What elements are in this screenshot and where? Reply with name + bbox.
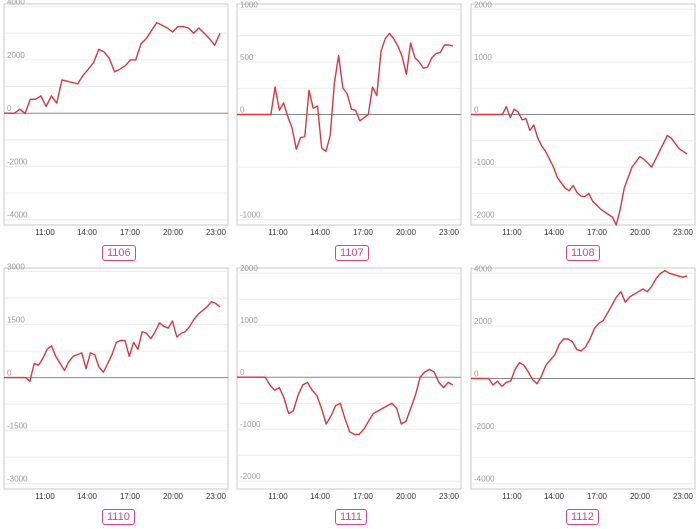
series-line: [237, 32, 454, 153]
y-tick-label: 1500: [7, 316, 25, 325]
y-tick-label: 2000: [474, 317, 492, 326]
y-tick-label: 1000: [474, 53, 492, 62]
x-tick-label: 14:00: [544, 228, 565, 237]
x-tick-label: 11:00: [35, 228, 55, 237]
y-tick-label: -3000: [7, 475, 28, 484]
series-line: [471, 269, 688, 388]
y-tick-label: 0: [474, 370, 479, 379]
y-tick-label: 4000: [474, 264, 492, 273]
y-tick-label: 500: [240, 53, 254, 62]
x-tick-label: 17:00: [353, 492, 374, 501]
x-tick-label: 20:00: [630, 228, 651, 237]
contract-label-1110[interactable]: 1110: [102, 509, 135, 525]
chart-panel-1108: -2000 -1000 0 1000 2000 11:00 14:00 17:00 20:00 2…: [467, 0, 700, 264]
x-tick-label: 17:00: [120, 228, 141, 237]
x-tick-label: 14:00: [77, 228, 98, 237]
y-tick-label: -1000: [240, 211, 261, 220]
x-tick-label: 11:00: [502, 492, 522, 501]
line-chart-1110: -3000 -1500 0 1500 3000 11:00 14:00 17:00 20:00 2…: [3, 263, 229, 501]
y-tick-label: 0: [240, 368, 245, 377]
chart-panel-1111: -2000 -1000 0 1000 2000 11:00 14:00 17:00 20:00 2…: [233, 264, 467, 529]
x-tick-label: 23:00: [206, 228, 227, 237]
y-tick-label: -2000: [7, 157, 28, 166]
x-tick-label: 14:00: [310, 492, 331, 501]
x-tick-label: 23:00: [439, 228, 460, 237]
x-tick-label: 11:00: [268, 492, 288, 501]
contract-label-1106[interactable]: 1106: [102, 245, 136, 261]
plot-frame: [3, 267, 229, 490]
x-tick-label: 23:00: [206, 492, 227, 501]
line-chart-1108: -2000 -1000 0 1000 2000 11:00 14:00 17:00 20:00 2…: [470, 0, 696, 237]
contract-label-1107[interactable]: 1107: [335, 245, 369, 261]
x-tick-label: 20:00: [396, 228, 417, 237]
y-tick-label: 2000: [240, 264, 258, 273]
series-line: [4, 300, 221, 382]
series-line: [4, 21, 221, 115]
x-tick-label: 17:00: [120, 492, 141, 501]
x-tick-label: 20:00: [163, 492, 184, 501]
y-tick-label: 0: [474, 106, 479, 115]
plot-frame: [3, 3, 229, 226]
y-tick-label: 0: [240, 106, 245, 115]
chart-panel-1110: -3000 -1500 0 1500 3000 11:00 14:00 17:00 20:00 2…: [0, 263, 233, 529]
y-tick-label: 2000: [474, 0, 492, 9]
y-tick-label: -2000: [474, 422, 495, 431]
x-tick-label: 14:00: [544, 492, 565, 501]
x-tick-label: 20:00: [163, 228, 184, 237]
x-tick-label: 23:00: [439, 492, 460, 501]
y-tick-label: 4000: [7, 0, 25, 7]
y-tick-label: 0: [7, 104, 12, 113]
x-tick-label: 11:00: [502, 228, 522, 237]
y-tick-label: -2000: [474, 211, 495, 220]
chart-panel-1107: -1000 0 500 1000 11:00 14:00 17:00 20:00 23:00 1…: [233, 0, 467, 264]
y-tick-label: 2000: [7, 51, 25, 60]
x-tick-label: 11:00: [268, 228, 288, 237]
y-tick-label: -1000: [240, 420, 261, 429]
x-tick-label: 17:00: [587, 228, 608, 237]
y-tick-label: 1000: [240, 316, 258, 325]
y-tick-label: 3000: [7, 263, 25, 272]
y-tick-label: -1500: [7, 422, 28, 431]
line-chart-1112: -4000 -2000 0 2000 4000 11:00 14:00 17:00 20:00 2…: [470, 264, 696, 501]
y-tick-label: -1000: [474, 158, 495, 167]
x-tick-label: 17:00: [353, 228, 374, 237]
x-tick-label: 20:00: [630, 492, 651, 501]
series-line: [471, 105, 688, 226]
series-line: [237, 368, 454, 436]
x-tick-label: 20:00: [396, 492, 417, 501]
x-tick-label: 23:00: [673, 492, 694, 501]
line-chart-1106: -4000 -2000 0 2000 4000 11:00 14:00 17:00 20:00 2…: [3, 0, 229, 237]
line-chart-1107: -1000 0 500 1000 11:00 14:00 17:00 20:00 23:00: [236, 0, 462, 237]
y-tick-label: -4000: [7, 211, 28, 220]
x-tick-label: 14:00: [310, 228, 331, 237]
chart-panel-1106: -4000 -2000 0 2000 4000 11:00 14:00 17:00 20:00 2…: [0, 0, 233, 264]
contract-label-1112[interactable]: 1112: [566, 509, 599, 525]
x-tick-label: 23:00: [673, 228, 694, 237]
x-tick-label: 14:00: [77, 492, 98, 501]
x-tick-label: 17:00: [587, 492, 608, 501]
y-tick-label: 0: [7, 369, 12, 378]
line-chart-1111: -2000 -1000 0 1000 2000 11:00 14:00 17:00 20:00 2…: [236, 264, 462, 501]
plot-frame: [236, 267, 462, 490]
contract-label-1108[interactable]: 1108: [566, 245, 600, 261]
y-tick-label: 1000: [240, 0, 258, 9]
contract-label-1111[interactable]: 1111: [335, 509, 368, 525]
y-tick-label: -4000: [474, 475, 495, 484]
y-tick-label: -2000: [240, 472, 261, 481]
chart-panel-1112: -4000 -2000 0 2000 4000 11:00 14:00 17:00 20:00 2…: [467, 264, 700, 529]
x-tick-label: 11:00: [35, 492, 55, 501]
